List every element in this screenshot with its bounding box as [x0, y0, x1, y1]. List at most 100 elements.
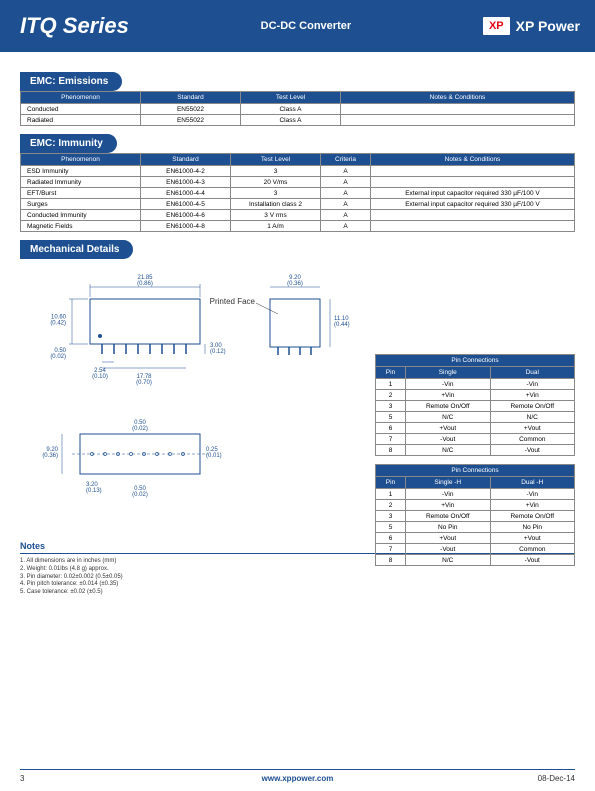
- table-cell: A: [321, 188, 371, 199]
- pin-row: 1-Vin-Vin: [376, 489, 575, 500]
- table-cell: EN55022: [141, 115, 241, 126]
- pin-header: Pin: [376, 477, 406, 489]
- pin-cell: +Vin: [406, 390, 491, 401]
- svg-text:(0.02): (0.02): [132, 426, 148, 432]
- svg-text:(0.70): (0.70): [136, 380, 152, 386]
- table-cell: [341, 115, 575, 126]
- col-header: Phenomenon: [21, 154, 141, 166]
- table-cell: Class A: [241, 104, 341, 115]
- series-title: ITQ Series: [20, 13, 129, 39]
- note-item: 5. Case tolerance: ±0.02 (±0.5): [20, 589, 575, 597]
- footer-date: 08-Dec-14: [538, 774, 575, 783]
- table-cell: EN61000-4-5: [141, 199, 231, 210]
- svg-text:(0.36): (0.36): [42, 453, 58, 459]
- pin-cell: N/C: [406, 555, 491, 566]
- table-row: RadiatedEN55022Class A: [21, 115, 575, 126]
- pin-row: 6+Vout+Vout: [376, 533, 575, 544]
- pin-cell: -Vout: [490, 445, 575, 456]
- pin-cell: 6: [376, 533, 406, 544]
- mechanical-tab: Mechanical Details: [20, 240, 133, 259]
- pin-cell: -Vin: [490, 489, 575, 500]
- table-cell: External input capacitor required 330 µF…: [371, 199, 575, 210]
- svg-text:Printed Face: Printed Face: [210, 297, 256, 306]
- table-cell: Conducted Immunity: [21, 210, 141, 221]
- svg-text:(0.86): (0.86): [137, 281, 153, 287]
- pin-cell: 5: [376, 412, 406, 423]
- table-row: Conducted ImmunityEN61000-4-63 V rmsA: [21, 210, 575, 221]
- pin-title: Pin Connections: [376, 355, 575, 367]
- footer: 3 www.xppower.com 08-Dec-14: [20, 769, 575, 783]
- pin-row: 5N/CN/C: [376, 412, 575, 423]
- table-cell: [371, 177, 575, 188]
- col-header: Notes & Conditions: [371, 154, 575, 166]
- pin-cell: Common: [490, 544, 575, 555]
- table-cell: A: [321, 221, 371, 232]
- footer-url: www.xppower.com: [262, 774, 334, 783]
- page: ITQ Series DC-DC Converter XP XP Power E…: [0, 0, 595, 791]
- pin-title: Pin Connections: [376, 465, 575, 477]
- pin-cell: 3: [376, 401, 406, 412]
- xp-logo-text: XP Power: [516, 18, 580, 34]
- mechanical-area: 21.85(0.86)10.60(0.42)0.50(0.02)3.00(0.1…: [20, 269, 575, 529]
- pin-row: 3Remote On/OffRemote On/Off: [376, 511, 575, 522]
- table-cell: 3 V rms: [231, 210, 321, 221]
- immunity-table: PhenomenonStandardTest LevelCriteriaNote…: [20, 153, 575, 232]
- col-header: Test Level: [231, 154, 321, 166]
- col-header: Criteria: [321, 154, 371, 166]
- svg-text:(0.02): (0.02): [132, 492, 148, 498]
- pin-cell: 8: [376, 555, 406, 566]
- table-row: ConductedEN55022Class A: [21, 104, 575, 115]
- pin-row: 7-VoutCommon: [376, 434, 575, 445]
- table-cell: 3: [231, 188, 321, 199]
- table-cell: [371, 221, 575, 232]
- emissions-tab: EMC: Emissions: [20, 72, 122, 91]
- table-cell: 1 A/m: [231, 221, 321, 232]
- pin-cell: 1: [376, 379, 406, 390]
- table-cell: ESD Immunity: [21, 166, 141, 177]
- product-type: DC-DC Converter: [261, 20, 351, 32]
- pin-cell: -Vin: [490, 379, 575, 390]
- pin-connections-table-1: Pin ConnectionsPinSingleDual1-Vin-Vin2+V…: [375, 354, 575, 456]
- svg-text:(0.02): (0.02): [50, 354, 66, 360]
- table-cell: [371, 166, 575, 177]
- table-row: Radiated ImmunityEN61000-4-320 V/msA: [21, 177, 575, 188]
- table-row: SurgesEN61000-4-5Installation class 2AEx…: [21, 199, 575, 210]
- svg-text:(0.10): (0.10): [92, 374, 108, 380]
- svg-text:(0.01): (0.01): [206, 453, 222, 459]
- pin-cell: 1: [376, 489, 406, 500]
- immunity-tab: EMC: Immunity: [20, 134, 117, 153]
- table-cell: Radiated Immunity: [21, 177, 141, 188]
- pin-row: 8N/C-Vout: [376, 445, 575, 456]
- pin-connections-table-2: Pin ConnectionsPinSingle -HDual -H1-Vin-…: [375, 464, 575, 566]
- brand-logo: XP XP Power: [483, 17, 580, 35]
- pin-cell: Remote On/Off: [490, 401, 575, 412]
- pin-row: 2+Vin+Vin: [376, 390, 575, 401]
- table-cell: Surges: [21, 199, 141, 210]
- pin-cell: N/C: [406, 412, 491, 423]
- pin-cell: Remote On/Off: [490, 511, 575, 522]
- table-cell: Conducted: [21, 104, 141, 115]
- pin-cell: +Vout: [490, 533, 575, 544]
- svg-text:(0.42): (0.42): [50, 321, 66, 327]
- pin-cell: +Vout: [406, 533, 491, 544]
- svg-text:(0.12): (0.12): [210, 349, 226, 355]
- svg-text:(0.36): (0.36): [287, 281, 303, 287]
- pin-cell: -Vout: [406, 544, 491, 555]
- pin-row: 3Remote On/OffRemote On/Off: [376, 401, 575, 412]
- pin-cell: 5: [376, 522, 406, 533]
- pin-row: 5No PinNo Pin: [376, 522, 575, 533]
- table-row: ESD ImmunityEN61000-4-23A: [21, 166, 575, 177]
- table-cell: EN55022: [141, 104, 241, 115]
- pin-cell: 8: [376, 445, 406, 456]
- note-item: 3. Pin diameter: 0.02±0.002 (0.5±0.05): [20, 574, 575, 582]
- pin-cell: Common: [490, 434, 575, 445]
- table-row: Magnetic FieldsEN61000-4-81 A/mA: [21, 221, 575, 232]
- pin-header: Dual -H: [490, 477, 575, 489]
- pin-cell: +Vin: [406, 500, 491, 511]
- table-cell: Radiated: [21, 115, 141, 126]
- pin-cell: N/C: [490, 412, 575, 423]
- pin-cell: 2: [376, 390, 406, 401]
- pin-cell: N/C: [406, 445, 491, 456]
- table-cell: Installation class 2: [231, 199, 321, 210]
- table-cell: 3: [231, 166, 321, 177]
